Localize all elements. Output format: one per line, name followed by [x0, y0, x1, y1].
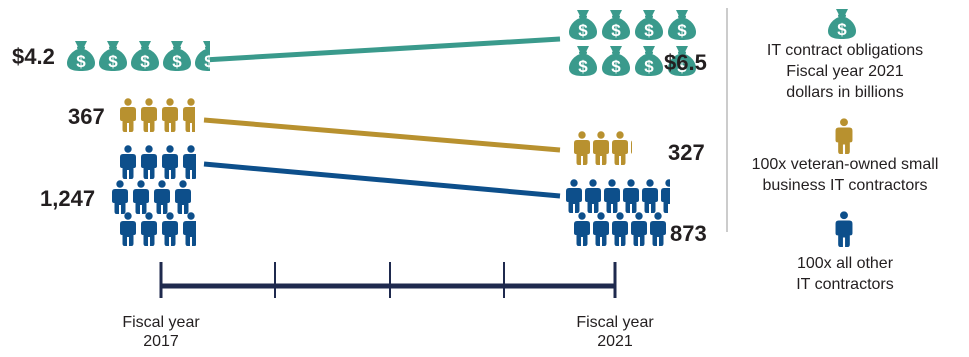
- person-icon: [141, 212, 157, 246]
- legend-money-bag-icon: [828, 9, 856, 39]
- legend-other-line2: IT contractors: [796, 276, 894, 293]
- axis-label-2017-line1: Fiscal year: [122, 314, 200, 331]
- money-bag-icon: [569, 10, 597, 40]
- series-line-other-contractors: [204, 164, 560, 196]
- person-icon: [162, 98, 178, 132]
- series-line-veteran-contractors: [204, 120, 560, 150]
- person-icon: [642, 179, 658, 213]
- legend-other-line1: 100x all other: [797, 255, 894, 272]
- legend-obligations-line2: Fiscal year 2021: [786, 63, 903, 80]
- person-icon: [120, 145, 136, 179]
- person-icon: [631, 212, 647, 246]
- money-bag-icon: [131, 41, 159, 71]
- person-icon: [661, 179, 677, 213]
- person-icon: [566, 179, 582, 213]
- money-bag-icon: [668, 10, 696, 40]
- person-icon: [650, 212, 666, 246]
- legend: IT contract obligations Fiscal year 2021…: [752, 9, 939, 293]
- value-label-veteran-2021: 327: [668, 140, 705, 165]
- value-label-obligations-2021: $6.5: [664, 50, 707, 75]
- money-bag-icon: [602, 46, 630, 76]
- person-icon: [112, 180, 128, 214]
- money-bag-icon: [569, 46, 597, 76]
- person-icon: [574, 212, 590, 246]
- legend-other-person-icon: [836, 211, 853, 247]
- value-label-veteran-2017: 367: [68, 104, 105, 129]
- person-icon: [604, 179, 620, 213]
- other-person-icons-2021: [566, 179, 677, 246]
- person-icon: [162, 145, 178, 179]
- person-icon: [623, 179, 639, 213]
- person-icon: [183, 212, 199, 246]
- person-icon: [162, 212, 178, 246]
- person-icon: [574, 131, 590, 165]
- timeline-axis: [161, 262, 615, 298]
- person-icon: [196, 180, 212, 214]
- veteran-person-icons-2021: [574, 131, 647, 165]
- person-icon: [631, 131, 647, 165]
- person-icon: [141, 98, 157, 132]
- person-icon: [593, 212, 609, 246]
- money-bag-icon: [602, 10, 630, 40]
- person-icon: [175, 180, 191, 214]
- person-icon: [183, 98, 199, 132]
- value-label-other-2021: 873: [670, 221, 707, 246]
- value-label-obligations-2017: $4.2: [12, 44, 55, 69]
- person-icon: [141, 145, 157, 179]
- person-icon: [612, 131, 628, 165]
- axis-label-2021-line1: Fiscal year: [576, 314, 654, 331]
- other-person-icons-2017: [112, 145, 212, 246]
- person-icon: [120, 98, 136, 132]
- money-bag-icon: [99, 41, 127, 71]
- legend-obligations-line1: IT contract obligations: [767, 42, 923, 59]
- series-line-obligations: [204, 39, 560, 60]
- person-icon: [154, 180, 170, 214]
- veteran-person-icons-2017: [120, 98, 199, 132]
- axis-label-2021-line2: 2021: [597, 333, 633, 350]
- money-bag-icon: [195, 41, 223, 71]
- money-bag-icon: [635, 10, 663, 40]
- person-icon: [593, 131, 609, 165]
- money-bag-icon: [67, 41, 95, 71]
- axis-label-2017-line2: 2017: [143, 333, 179, 350]
- legend-obligations-line3: dollars in billions: [786, 84, 903, 101]
- money-bag-icon: [635, 46, 663, 76]
- person-icon: [120, 212, 136, 246]
- person-icon: [612, 212, 628, 246]
- value-label-other-2017: 1,247: [40, 186, 95, 211]
- person-icon: [183, 145, 199, 179]
- legend-veteran-line2: business IT contractors: [762, 177, 927, 194]
- money-bag-icon: [163, 41, 191, 71]
- person-icon: [585, 179, 601, 213]
- money-bag-icons-2017: [67, 41, 223, 71]
- person-icon: [133, 180, 149, 214]
- legend-veteran-line1: 100x veteran-owned small: [752, 156, 939, 173]
- legend-veteran-person-icon: [836, 118, 853, 154]
